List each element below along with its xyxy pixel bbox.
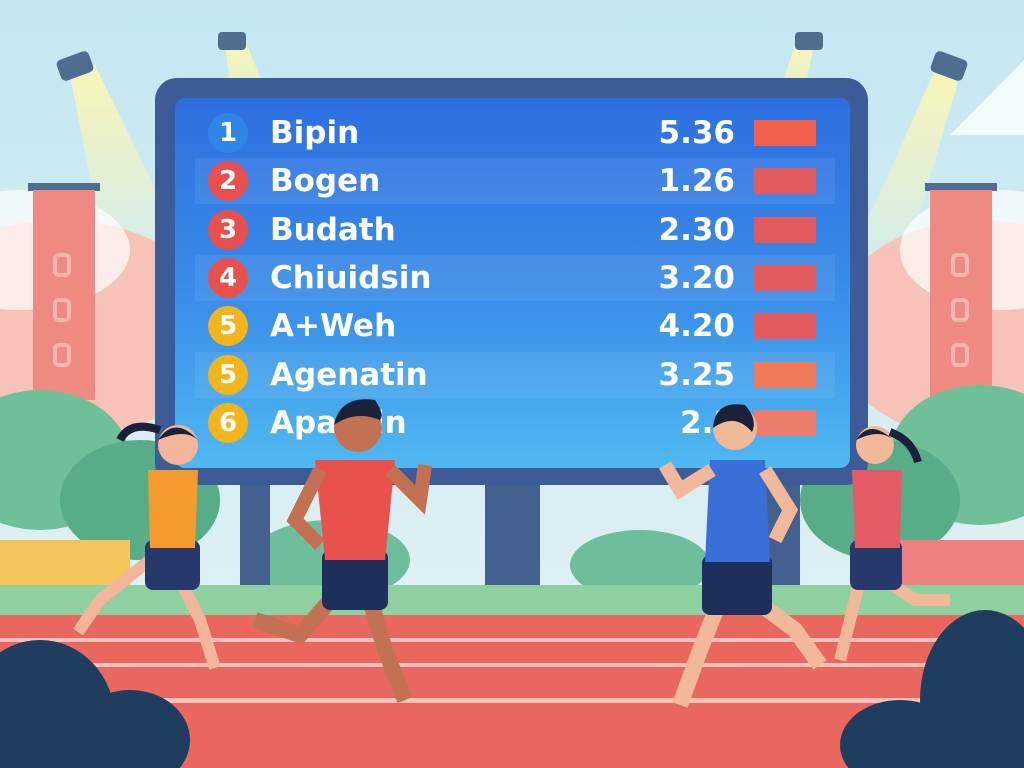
- athlete-name: Apantin: [270, 404, 407, 441]
- scoreboard-row: 5 Agenatin 3.25: [195, 351, 835, 398]
- score-value: 1.26: [658, 163, 736, 200]
- score-bar: [754, 120, 816, 146]
- athlete-name: A+Weh: [270, 308, 397, 345]
- spotlight-icon: [930, 51, 968, 81]
- score-value: 2.3: [680, 404, 735, 441]
- athlete-name: Bipin: [270, 115, 360, 151]
- scoreboard-row: 2 Bogen 1.26: [195, 158, 835, 205]
- running-track: [0, 615, 1024, 768]
- athlete-name: Chiuidsin: [270, 259, 432, 296]
- score-value: 3.25: [658, 356, 736, 393]
- score-value: 4.20: [658, 308, 736, 345]
- scoreboard-screen: 1 Bipin 5.36 2 Bogen 1.26 3 Budath 2.30 4 Chiuidsi…: [175, 98, 850, 468]
- score-value: 5.36: [658, 115, 736, 151]
- scoreboard-row: 3 Budath 2.30: [195, 207, 835, 253]
- rank-badge: 5: [208, 306, 248, 347]
- scoreboard-row: 6 Apantin 2.3: [195, 400, 835, 446]
- score-bar: [754, 313, 816, 340]
- spotlight-icon: [56, 51, 94, 81]
- athlete-name: Bogen: [270, 163, 381, 200]
- scoreboard-row: 5 A+Weh 4.20: [195, 303, 835, 349]
- rank-badge: 3: [208, 209, 248, 250]
- rank-badge: 4: [208, 257, 248, 298]
- scoreboard: 1 Bipin 5.36 2 Bogen 1.26 3 Budath 2.30 4 Chiuidsi…: [155, 78, 868, 485]
- rank-badge: 5: [208, 354, 248, 395]
- scoreboard-row: 1 Bipin 5.36: [195, 110, 835, 156]
- score-bar: [754, 168, 816, 195]
- athlete-name: Budath: [270, 211, 396, 248]
- grass: [0, 585, 1024, 620]
- scoreboard-towers: [28, 183, 997, 400]
- athlete-name: Agenatin: [270, 356, 428, 393]
- score-bar: [754, 216, 816, 243]
- score-value: 3.20: [658, 259, 736, 296]
- score-bar: [754, 361, 816, 388]
- spotlight-icon: [218, 32, 246, 50]
- score-bar: [754, 409, 816, 436]
- rank-badge: 2: [208, 161, 248, 202]
- scoreboard-row: 4 Chiuidsin 3.20: [195, 254, 835, 301]
- score-bar: [754, 264, 816, 291]
- trees: [0, 385, 1024, 600]
- score-value: 2.30: [658, 211, 736, 248]
- rank-badge: 6: [208, 402, 248, 443]
- spotlight-icon: [795, 32, 823, 50]
- rank-badge: 1: [208, 113, 248, 153]
